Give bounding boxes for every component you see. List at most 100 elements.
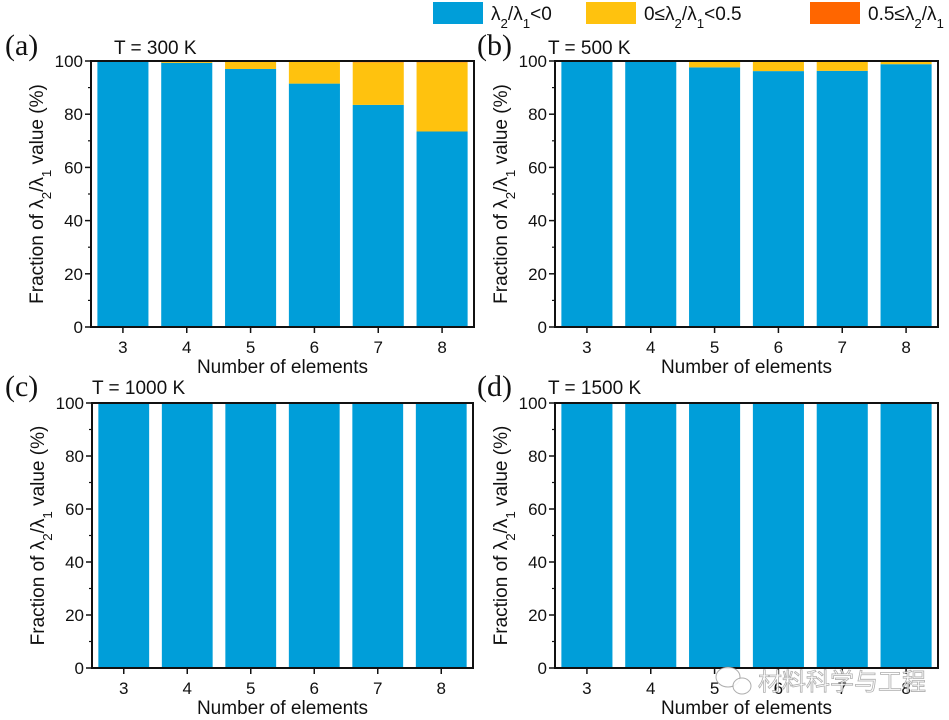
x-tick-label: 6 (774, 679, 783, 698)
y-tick-label: 40 (64, 212, 83, 231)
bar-segment (288, 403, 340, 668)
x-tick-label: 4 (646, 338, 655, 357)
bar-segment (816, 61, 868, 71)
bar-segment (880, 61, 932, 65)
panel-letter: (a) (5, 29, 38, 62)
bar-segment (161, 61, 213, 63)
x-tick-label: 5 (710, 679, 719, 698)
y-tick-label: 60 (528, 500, 547, 519)
bar-segment (288, 83, 340, 327)
x-tick-label: 7 (838, 338, 847, 357)
bar-segment (752, 71, 804, 327)
legend-swatch-1 (586, 2, 636, 24)
bar-segment (161, 403, 213, 668)
y-axis-title: Fraction of λ2​/λ1​ value (%) (28, 426, 55, 646)
panel-letter: (b) (477, 29, 512, 62)
bar-segment (288, 61, 340, 84)
x-tick-label: 3 (118, 338, 127, 357)
y-tick-label: 0 (74, 318, 83, 337)
bar-segment (416, 62, 468, 132)
legend-swatch-2 (810, 2, 860, 24)
bar-segment (415, 403, 467, 668)
bar-segment (625, 61, 677, 328)
x-tick-label: 6 (310, 338, 319, 357)
legend-label-2: 0.5≤λ2​/λ1​ (868, 4, 944, 31)
bar-segment (816, 403, 868, 668)
bar-segment (689, 67, 741, 327)
x-tick-label: 5 (710, 338, 719, 357)
y-tick-label: 80 (64, 105, 83, 124)
x-tick-label: 7 (373, 679, 382, 698)
x-axis-title: Number of elements (661, 357, 832, 378)
y-tick-label: 40 (528, 212, 547, 231)
x-tick-label: 7 (838, 679, 847, 698)
panel-title: T = 300 K (114, 38, 197, 59)
bar-segment (352, 62, 404, 105)
x-tick-label: 4 (182, 338, 191, 357)
x-axis-title: Number of elements (197, 357, 368, 378)
bar-segment (225, 403, 277, 668)
y-tick-label: 100 (56, 394, 84, 413)
watermark: 材料科学与工程 (715, 666, 926, 696)
x-tick-label: 4 (183, 679, 192, 698)
y-tick-label: 0 (538, 659, 547, 678)
bar-segment (161, 62, 213, 327)
bar-segment (880, 64, 932, 327)
y-tick-label: 40 (528, 553, 547, 572)
bar-segment (689, 403, 741, 668)
x-tick-label: 4 (646, 679, 655, 698)
y-axis-title: Fraction of λ2​/λ1​ value (%) (491, 84, 518, 304)
panel-title: T = 500 K (548, 38, 631, 59)
bar-segment (352, 403, 404, 668)
bar-segment (880, 403, 932, 668)
x-tick-label: 8 (901, 679, 910, 698)
bar-segment (225, 61, 277, 69)
bar-segment (225, 68, 277, 327)
panel-letter: (c) (5, 370, 38, 403)
y-tick-label: 40 (65, 553, 84, 572)
x-axis-title: Number of elements (197, 698, 368, 719)
y-tick-label: 60 (64, 158, 83, 177)
x-tick-label: 5 (246, 679, 255, 698)
x-tick-label: 3 (119, 679, 128, 698)
bar-segment (352, 104, 404, 327)
wechat-icon (715, 666, 752, 695)
y-tick-label: 80 (528, 105, 547, 124)
bar-segment (752, 61, 804, 72)
x-tick-label: 8 (901, 338, 910, 357)
bar-segment (752, 403, 804, 668)
y-tick-label: 60 (65, 500, 84, 519)
x-tick-label: 6 (774, 338, 783, 357)
bar-segment (689, 61, 741, 68)
x-tick-label: 5 (246, 338, 255, 357)
legend-label-0: λ2​/λ1​<0 (491, 4, 552, 31)
y-tick-label: 0 (75, 659, 84, 678)
panel-letter: (d) (477, 370, 512, 403)
bar-segment (625, 403, 677, 668)
panel-title: T = 1000 K (92, 378, 185, 399)
y-tick-label: 80 (65, 447, 84, 466)
x-tick-label: 8 (437, 338, 446, 357)
bar-segment (816, 70, 868, 327)
x-tick-label: 6 (310, 679, 319, 698)
y-tick-label: 20 (64, 265, 83, 284)
y-tick-label: 100 (519, 52, 547, 71)
x-tick-label: 3 (582, 679, 591, 698)
bar-segment (97, 61, 149, 327)
bar-segment (561, 61, 613, 327)
x-tick-label: 3 (582, 338, 591, 357)
y-axis-title: Fraction of λ2​/λ1​ value (%) (491, 426, 518, 646)
y-tick-label: 20 (528, 265, 547, 284)
bar-segment (416, 131, 468, 327)
y-tick-label: 0 (538, 318, 547, 337)
x-tick-label: 8 (437, 679, 446, 698)
legend-label-1: 0≤λ2​/λ1​<0.5 (644, 4, 742, 31)
legend: λ2​/λ1​<0 0≤λ2​/λ1​<0.5 0.5≤λ2​/λ1​ (433, 2, 944, 31)
y-tick-label: 20 (65, 606, 84, 625)
y-tick-label: 100 (55, 52, 83, 71)
panel-title: T = 1500 K (548, 378, 641, 399)
